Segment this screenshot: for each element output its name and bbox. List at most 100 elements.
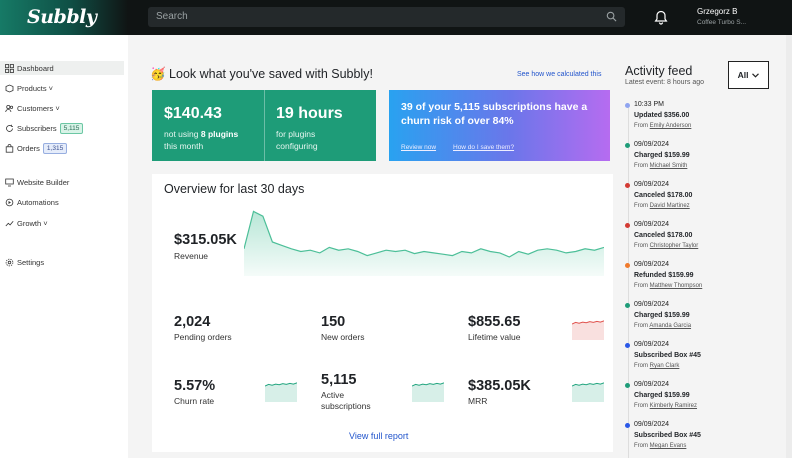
sidebar-item-label: Settings xyxy=(17,257,45,267)
user-company: Coffee Turbo S... xyxy=(697,19,747,26)
search-icon[interactable] xyxy=(606,11,617,22)
customer-link[interactable]: Ryan Clark xyxy=(649,363,680,369)
event-source: From Megan Evans xyxy=(634,443,687,449)
revenue-value: $315.05K xyxy=(174,232,237,248)
sidebar-item-dashboard[interactable]: Dashboard xyxy=(0,61,124,75)
sparkline-area xyxy=(572,320,604,340)
event-time: 09/09/2024 xyxy=(634,261,670,268)
money-saved: $140.43 not using 8 plugins this month xyxy=(164,105,238,152)
event-action: Canceled $178.00 xyxy=(634,232,693,239)
search-placeholder: Search xyxy=(156,11,188,22)
search-input[interactable]: Search xyxy=(148,7,625,27)
time-saved-value: 19 hours xyxy=(276,105,343,122)
orders-count-badge: 1,315 xyxy=(42,142,68,154)
event-status-dot xyxy=(625,183,630,188)
event-time: 09/09/2024 xyxy=(634,301,670,308)
event-action: Subscribed Box #45 xyxy=(634,352,701,359)
event-status-dot xyxy=(625,343,630,348)
event-action: Refunded $159.99 xyxy=(634,272,694,279)
sidebar-item-settings[interactable]: Settings xyxy=(5,255,44,269)
sparkline-line xyxy=(412,382,444,387)
bag-icon xyxy=(5,143,14,153)
automation-icon xyxy=(5,198,14,206)
how-to-save-link[interactable]: How do I save them? xyxy=(453,144,515,151)
event-status-dot xyxy=(625,423,630,428)
customer-link[interactable]: Matthew Thompson xyxy=(649,283,703,289)
page-scrollbar[interactable] xyxy=(786,35,792,458)
user-menu[interactable]: Grzegorz B Coffee Turbo S... xyxy=(697,7,746,26)
sidebar-item-subscribers[interactable]: Subscribers 5,115 xyxy=(5,121,84,135)
brand-area: Subbly xyxy=(0,0,128,35)
sidebar-item-label: Subscribers xyxy=(17,123,57,133)
event-source: From Matthew Thompson xyxy=(634,283,703,289)
customer-link[interactable]: David Martinez xyxy=(649,203,690,209)
sidebar-item-label: Dashboard xyxy=(17,63,54,73)
customer-link[interactable]: Michael Smith xyxy=(649,163,688,169)
bell-icon[interactable] xyxy=(654,10,668,25)
sidebar: Dashboard Products ˅ Customers ˅ Subscri… xyxy=(0,35,128,458)
customer-link[interactable]: Amanda Garcia xyxy=(649,323,692,329)
event-source: From Amanda Garcia xyxy=(634,323,692,329)
gear-icon xyxy=(5,258,14,266)
card-divider xyxy=(264,90,265,161)
box-icon xyxy=(5,84,14,92)
churn-risk-card: 39 of your 5,115 subscriptions have a ch… xyxy=(389,90,610,161)
filter-value: All xyxy=(737,70,749,80)
activity-filter-dropdown[interactable]: All xyxy=(728,61,769,89)
sparkline-line xyxy=(265,382,297,387)
event-source: From Christopher Taylor xyxy=(634,243,699,249)
money-saved-desc: not using 8 plugins this month xyxy=(164,129,239,151)
latest-event-text: Latest event: 8 hours ago xyxy=(625,79,704,86)
revenue-area xyxy=(244,211,604,276)
view-full-report-link[interactable]: View full report xyxy=(349,431,409,441)
refresh-icon xyxy=(6,124,13,132)
chevron-down-icon xyxy=(752,72,760,78)
user-name: Grzegorz B xyxy=(697,7,738,16)
see-calculation-link[interactable]: See how we calculated this xyxy=(517,71,602,78)
metric-value: 5,115 xyxy=(321,372,357,388)
metric-label: Lifetime value xyxy=(468,332,521,342)
churn-rate-sparkline xyxy=(265,382,297,402)
sparkline-line xyxy=(572,320,604,325)
subscribers-count-badge: 5,115 xyxy=(59,122,84,134)
customer-link[interactable]: Christopher Taylor xyxy=(649,243,699,249)
sidebar-item-label: Orders xyxy=(17,143,40,153)
sidebar-item-growth[interactable]: Growth ˅ xyxy=(5,216,48,230)
event-time: 09/09/2024 xyxy=(634,381,670,388)
event-time: 10:33 PM xyxy=(634,101,664,108)
event-status-dot xyxy=(625,143,630,148)
customer-link[interactable]: Megan Evans xyxy=(649,443,687,449)
revenue-trend-chart xyxy=(244,210,604,276)
event-status-dot xyxy=(625,383,630,388)
users-icon xyxy=(5,104,14,112)
sidebar-item-orders[interactable]: Orders 1,315 xyxy=(5,141,68,155)
sparkline-area xyxy=(265,382,297,402)
sidebar-item-label: Website Builder xyxy=(17,177,70,187)
event-source: From Kimberly Ramirez xyxy=(634,403,698,409)
growth-icon xyxy=(5,220,14,226)
event-time: 09/09/2024 xyxy=(634,221,670,228)
sidebar-item-customers[interactable]: Customers ˅ xyxy=(5,101,60,115)
savings-title: 🥳 Look what you've saved with Subbly! xyxy=(150,67,373,81)
customer-link[interactable]: Emily Anderson xyxy=(649,123,692,129)
activity-feed-title: Activity feed xyxy=(625,64,693,78)
sidebar-item-automations[interactable]: Automations xyxy=(5,195,59,209)
mrr-sparkline xyxy=(572,382,604,402)
metric-label: Active subscriptions xyxy=(321,390,371,411)
event-action: Updated $356.00 xyxy=(634,112,690,119)
active-subscriptions-sparkline xyxy=(412,382,444,402)
sparkline-area xyxy=(572,382,604,402)
metric-label: Pending orders xyxy=(174,332,232,342)
overview-title: Overview for last 30 days xyxy=(164,182,305,196)
subbly-logo[interactable]: Subbly xyxy=(27,6,97,28)
top-bar: Subbly Search Grzegorz B Coffee Turbo S.… xyxy=(0,0,792,35)
review-now-link[interactable]: Review now xyxy=(401,144,437,151)
sidebar-item-label: Products ˅ xyxy=(17,83,54,93)
time-saved-desc: for plugins configuring xyxy=(276,129,318,151)
sidebar-item-website-builder[interactable]: Website Builder xyxy=(5,175,69,189)
sidebar-item-products[interactable]: Products ˅ xyxy=(5,81,53,95)
event-action: Charged $159.99 xyxy=(634,392,690,399)
sidebar-item-label: Growth ˅ xyxy=(17,218,48,228)
metric-value: 2,024 xyxy=(174,314,211,330)
customer-link[interactable]: Kimberly Ramirez xyxy=(649,403,698,409)
